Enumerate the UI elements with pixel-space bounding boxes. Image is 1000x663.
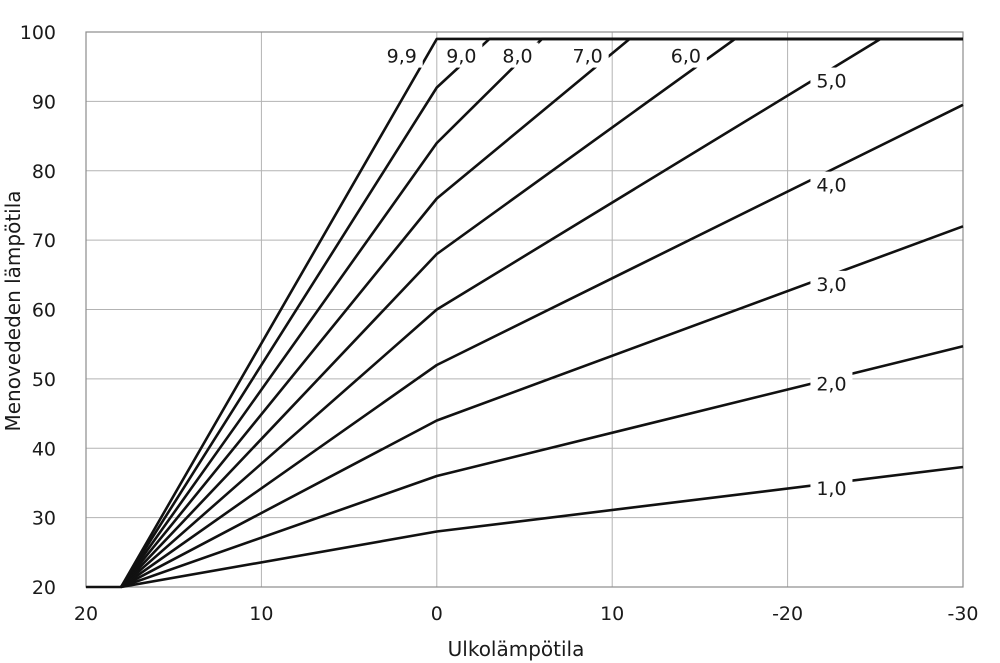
curve-label-backdrop (566, 42, 609, 68)
curve-1-0 (86, 465, 964, 589)
y-tick-label: 30 (32, 508, 56, 530)
curve-label: 9,0 (446, 46, 476, 68)
x-axis-ticks: 20 10 0 10 -20 -30 (74, 603, 979, 625)
x-tick-label: 10 (600, 603, 624, 625)
curve-label-backdrop (810, 67, 853, 93)
curve-label-backdrop (810, 171, 853, 197)
curve-label: 4,0 (816, 175, 846, 197)
y-tick-label: 40 (32, 438, 56, 460)
curve-label: 9,9 (387, 46, 417, 68)
x-axis-label: Ulkolämpötila (448, 637, 585, 661)
curve-4-0 (120, 103, 964, 589)
x-tick-label: -20 (772, 603, 803, 625)
curve-label: 5,0 (816, 71, 846, 93)
curve-labels: 1,0 2,0 3,0 4,0 5,0 6,0 7,0 8,0 9,0 9,9 (380, 42, 853, 500)
curve-label-backdrop (810, 474, 853, 500)
y-tick-label: 60 (32, 300, 56, 322)
y-tick-label: 50 (32, 369, 56, 391)
curve-9-9 (119, 37, 963, 588)
curve-2-0 (120, 345, 964, 589)
x-tick-label: 10 (249, 603, 273, 625)
curve-label: 8,0 (502, 46, 532, 68)
curve-label-backdrop (440, 42, 483, 68)
curve-label: 2,0 (816, 374, 846, 396)
curve-label-backdrop (810, 370, 853, 396)
curve-label-backdrop (664, 42, 707, 68)
curve-label: 1,0 (816, 478, 846, 500)
y-tick-label: 80 (32, 161, 56, 183)
curve-label: 6,0 (671, 46, 701, 68)
curve-label-backdrop (380, 42, 423, 68)
plot-frame (85, 31, 964, 588)
curve-3-0 (120, 225, 964, 589)
y-axis-ticks: 20 30 40 50 60 70 80 90 100 (20, 22, 56, 599)
x-tick-label: 20 (74, 603, 98, 625)
heating-curves (86, 37, 964, 589)
y-tick-label: 70 (32, 230, 56, 252)
y-axis-label: Menovededen lämpötila (1, 190, 25, 431)
curve-label-backdrop (496, 42, 539, 68)
curve-label-backdrop (810, 270, 853, 296)
x-tick-label: -30 (947, 603, 978, 625)
curve-label: 3,0 (816, 274, 846, 296)
curve-label: 7,0 (573, 46, 603, 68)
y-tick-label: 90 (32, 91, 56, 113)
y-tick-label: 100 (20, 22, 56, 44)
y-tick-label: 20 (32, 577, 56, 599)
x-tick-label: 0 (431, 603, 443, 625)
